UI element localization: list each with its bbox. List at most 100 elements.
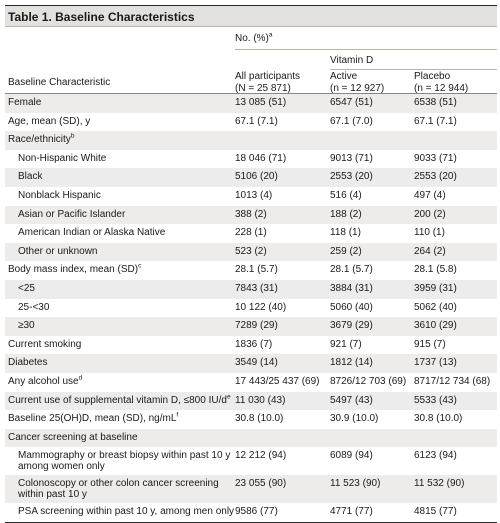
table-header: No. (%)a Vitamin D Baseline Characterist… <box>5 27 497 94</box>
cell-all-participants: 12 212 (94) <box>235 450 287 462</box>
cell-all-participants: 18 046 (71) <box>235 152 287 164</box>
cell-all-participants: 23 055 (90) <box>235 478 287 490</box>
table-row: Non-Hispanic White 18 046 (71) 9013 (71) 90… <box>5 150 497 169</box>
table-row: Age, mean (SD), y 67.1 (7.1) 67.1 (7.0) 67.… <box>5 113 497 132</box>
cell-active: 118 (1) <box>330 227 361 239</box>
cell-all-participants: 11 030 (43) <box>235 394 286 406</box>
table-row: PSA screening within past 10 y, among me… <box>5 503 497 522</box>
row-label: Nonblack Hispanic <box>18 189 101 201</box>
cell-all-participants: 1013 (4) <box>235 189 273 201</box>
cell-all-participants: 7289 (29) <box>235 320 278 332</box>
header-active: Active (n = 12 927) <box>330 71 385 94</box>
cell-active: 5497 (43) <box>330 394 373 406</box>
cell-placebo: 110 (1) <box>414 227 445 239</box>
footnote-marker: b <box>70 132 75 140</box>
footnote-marker: d <box>78 374 83 382</box>
row-label: 25-<30 <box>18 301 50 313</box>
cell-all-participants: 13 085 (51) <box>235 97 287 108</box>
cell-all-participants: 388 (2) <box>235 208 267 220</box>
cell-all-participants: 7843 (31) <box>235 282 278 294</box>
cell-placebo: 2553 (20) <box>414 171 457 183</box>
cell-active: 3884 (31) <box>330 282 373 294</box>
cell-active: 3679 (29) <box>330 320 373 332</box>
cell-placebo: 3610 (29) <box>414 320 457 332</box>
table-row: <25 7843 (31) 3884 (31) 3959 (31) <box>5 279 497 299</box>
row-label: Baseline 25(OH)D, mean (SD), ng/mLf <box>8 411 179 425</box>
row-label: Current smoking <box>8 338 82 350</box>
cell-placebo: 28.1 (5.8) <box>414 264 457 276</box>
table-row: Female 13 085 (51) 6547 (51) 6538 (51) <box>5 94 497 113</box>
cell-active: 921 (7) <box>330 338 362 350</box>
table-row: Black 5106 (20) 2553 (20) 2553 (20) <box>5 168 497 187</box>
table-body: Female 13 085 (51) 6547 (51) 6538 (51) Age, … <box>5 94 497 522</box>
row-label: Asian or Pacific Islander <box>18 208 126 220</box>
cell-active: 9013 (71) <box>330 152 373 164</box>
cell-placebo: 4815 (77) <box>414 506 457 518</box>
row-label: Age, mean (SD), y <box>8 115 91 127</box>
row-label: Body mass index, mean (SD)c <box>8 263 142 276</box>
row-label: American Indian or Alaska Native <box>18 227 166 239</box>
header-row-label: Baseline Characteristic <box>8 77 111 88</box>
table-row: Colonoscopy or other colon cancer screen… <box>5 475 497 504</box>
table-row: Any alcohol used 17 443/25 437 (69) 8726/1… <box>5 373 497 392</box>
cell-all-participants: 17 443/25 437 (69) <box>235 375 320 387</box>
footnote-marker: e <box>226 393 231 401</box>
cell-all-participants: 523 (2) <box>235 245 267 257</box>
row-label: <25 <box>18 282 35 294</box>
cell-placebo: 264 (2) <box>414 245 446 257</box>
header-divider <box>235 49 497 50</box>
cell-placebo: 11 532 (90) <box>414 478 465 490</box>
table-row: Diabetes 3549 (14) 1812 (14) 1737 (13) <box>5 354 497 373</box>
cell-all-participants: 67.1 (7.1) <box>235 115 278 127</box>
cell-active: 516 (4) <box>330 189 362 201</box>
cell-active: 30.9 (10.0) <box>330 413 379 425</box>
cell-all-participants: 1836 (7) <box>235 338 273 350</box>
header-vitamin-d: Vitamin D <box>330 55 374 66</box>
row-label: Black <box>18 171 43 183</box>
table-row: Mammography or breast biopsy within past… <box>5 447 497 475</box>
header-placebo: Placebo (n = 12 944) <box>414 71 469 94</box>
table-row: Asian or Pacific Islander 388 (2) 188 (2) 2… <box>5 205 497 225</box>
cell-active: 8726/12 703 (69) <box>330 375 407 387</box>
cell-placebo: 497 (4) <box>414 189 446 201</box>
cell-active: 4771 (77) <box>330 506 373 518</box>
footnote-marker: f <box>176 411 179 419</box>
cell-active: 5060 (40) <box>330 301 373 313</box>
table-row: Race/ethnicityb <box>5 131 497 150</box>
row-label: Mammography or breast biopsy within past… <box>18 450 231 473</box>
cell-active: 1812 (14) <box>330 357 373 369</box>
table-row: Nonblack Hispanic 1013 (4) 516 (4) 497 (4) <box>5 187 497 206</box>
cell-placebo: 6538 (51) <box>414 97 457 108</box>
cell-all-participants: 10 122 (40) <box>235 301 287 313</box>
row-label: Other or unknown <box>18 245 98 257</box>
header-all-participants: All participants (N = 25 871) <box>235 71 301 94</box>
cell-all-participants: 30.8 (10.0) <box>235 413 284 425</box>
header-no-pct: No. (%)a <box>235 31 273 44</box>
table-row: 25-<30 10 122 (40) 5060 (40) 5062 (40) <box>5 299 497 318</box>
table-title: Table 1. Baseline Characteristics <box>5 5 497 27</box>
row-label: Non-Hispanic White <box>18 152 107 164</box>
row-label: Colonoscopy or other colon cancer screen… <box>18 478 219 501</box>
row-label: Cancer screening at baseline <box>8 431 138 443</box>
cell-all-participants: 3549 (14) <box>235 357 278 369</box>
cell-placebo: 200 (2) <box>414 208 446 220</box>
header-vitamin-d-divider <box>330 69 497 70</box>
cell-placebo: 5533 (43) <box>414 394 457 406</box>
cell-active: 11 523 (90) <box>330 478 381 490</box>
cell-placebo: 3959 (31) <box>414 282 457 294</box>
cell-active: 259 (2) <box>330 245 362 257</box>
cell-placebo: 5062 (40) <box>414 301 457 313</box>
row-label: Diabetes <box>8 357 48 369</box>
table-row: Cancer screening at baseline <box>5 428 497 448</box>
cell-placebo: 915 (7) <box>414 338 446 350</box>
table-row: Baseline 25(OH)D, mean (SD), ng/mLf 30.8 … <box>5 410 497 429</box>
cell-all-participants: 9586 (77) <box>235 506 278 518</box>
cell-all-participants: 28.1 (5.7) <box>235 264 278 276</box>
cell-placebo: 9033 (71) <box>414 152 457 164</box>
table-row: American Indian or Alaska Native 228 (1) 1… <box>5 224 497 243</box>
cell-all-participants: 5106 (20) <box>235 171 278 183</box>
cell-placebo: 8717/12 734 (68) <box>414 375 491 387</box>
cell-placebo: 6123 (94) <box>414 450 457 462</box>
cell-all-participants: 228 (1) <box>235 227 267 239</box>
cell-active: 6547 (51) <box>330 97 373 108</box>
